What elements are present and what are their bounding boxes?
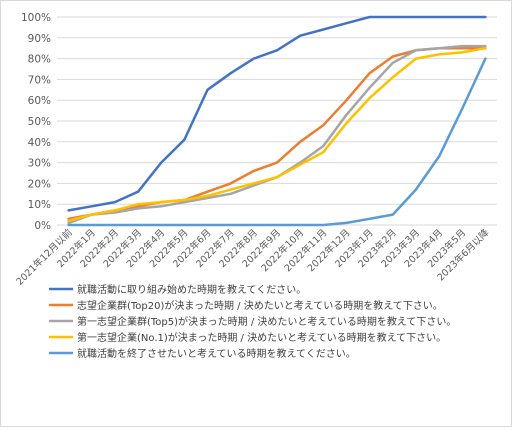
legend-label: 第一志望企業群(Top5)が決まった時期 / 決めたいと考えている時期を教えて下… bbox=[77, 315, 456, 328]
y-tick-label: 70% bbox=[28, 74, 51, 86]
gridlines bbox=[57, 16, 497, 226]
y-tick-label: 30% bbox=[28, 158, 51, 170]
series-line-2 bbox=[67, 46, 487, 221]
legend-label: 第一志望企業(No.1)が決まった時期 / 決めたいと考えている時期を教えて下さ… bbox=[77, 331, 446, 344]
y-tick-label: 50% bbox=[28, 116, 51, 128]
series-lines bbox=[67, 15, 487, 227]
legend-label: 就職活動に取り組み始めた時期を教えてください。 bbox=[77, 283, 306, 296]
y-axis: 0% 10% 20% 30% 40% 50% 60% 70% 80% 90% 100% bbox=[21, 12, 51, 232]
legend: 就職活動に取り組み始めた時期を教えてください。志望企業群(Top20)が決まった… bbox=[49, 283, 456, 360]
series-line-5 bbox=[67, 57, 487, 227]
legend-label: 就職活動を終了させたいと考えている時期を教えてください。 bbox=[77, 347, 356, 360]
y-tick-label: 60% bbox=[28, 95, 51, 107]
y-tick-label: 0% bbox=[34, 220, 51, 232]
series-line-4 bbox=[67, 46, 487, 223]
legend-label: 志望企業群(Top20)が決まった時期 / 決めたいと考えている時期を教えて下さ… bbox=[77, 299, 443, 312]
y-tick-label: 80% bbox=[28, 54, 51, 66]
y-tick-label: 100% bbox=[21, 12, 51, 24]
y-tick-label: 20% bbox=[28, 178, 51, 190]
y-tick-label: 10% bbox=[28, 199, 51, 211]
series-line-3 bbox=[67, 44, 487, 225]
series-line-1 bbox=[67, 15, 487, 212]
x-axis: 2021年12月以前2022年1月2022年2月2022年3月2022年4月20… bbox=[14, 226, 492, 287]
y-tick-label: 40% bbox=[28, 137, 51, 149]
y-tick-label: 90% bbox=[28, 33, 51, 45]
